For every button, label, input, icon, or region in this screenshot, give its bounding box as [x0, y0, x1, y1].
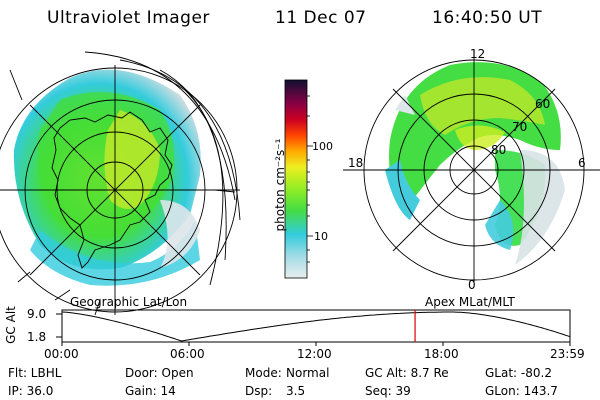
- gain-value: Gain: 14: [125, 384, 176, 398]
- instrument-title: Ultraviolet Imager: [47, 8, 210, 28]
- colorbar-unit-label: photon cm⁻²s⁻¹: [273, 138, 287, 232]
- colorbar-ticks: [307, 95, 313, 263]
- mode-label: Mode:: [245, 366, 282, 380]
- timeline-axis-label: GC Alt: [3, 306, 18, 344]
- mlt-label-6: 6: [578, 156, 586, 170]
- right-mag-grid: [343, 50, 600, 282]
- timeline-ticks: [56, 313, 571, 346]
- timeline-frame: [61, 309, 571, 343]
- mlt-label-18: 18: [348, 156, 364, 170]
- timeline-xtick-0000: 00:00: [44, 347, 79, 361]
- mlat-label-80: 80: [491, 143, 507, 157]
- seq-value: Seq: 39: [365, 384, 411, 398]
- timeline-xtick-2359: 23:59: [550, 347, 585, 361]
- colorbar-gradient: [284, 79, 308, 279]
- left-geo-grid: [0, 51, 241, 316]
- left-panel-caption: Geographic Lat/Lon: [70, 295, 188, 309]
- mlat-label-60: 60: [535, 97, 551, 111]
- glon-value: GLon: 143.7: [485, 384, 558, 398]
- colorbar-tick-100: 100: [312, 140, 333, 153]
- mode-value: Normal: [286, 366, 330, 380]
- glat-value: GLat: -80.2: [485, 366, 552, 380]
- timeline-xtick-0600: 06:00: [170, 347, 205, 361]
- timeline-xtick-1800: 18:00: [424, 347, 459, 361]
- door-value: Door: Open: [125, 366, 194, 380]
- mlt-label-12: 12: [470, 47, 486, 61]
- right-panel-caption: Apex MLat/MLT: [425, 295, 515, 309]
- timeline-ytick-1-8: 1.8: [27, 330, 47, 344]
- gc-alt-value: GC Alt: 8.7 Re: [365, 366, 449, 380]
- mlat-label-70: 70: [512, 120, 528, 134]
- date-label: 11 Dec 07: [275, 8, 367, 28]
- gc-altitude-curve: [62, 311, 570, 342]
- colorbar-tick-10: 10: [314, 230, 328, 243]
- left-aurora-image: [13, 69, 201, 286]
- filter-value: Flt: LBHL: [8, 366, 62, 380]
- time-label: 16:40:50 UT: [432, 8, 543, 28]
- right-aurora-image: [385, 62, 565, 265]
- dsp-label: Dsp:: [245, 384, 273, 398]
- mlt-label-0: 0: [468, 278, 476, 292]
- timeline-ytick-9: 9.0: [27, 307, 47, 321]
- ip-value: IP: 36.0: [8, 384, 54, 398]
- timeline-xtick-1200: 12:00: [297, 347, 332, 361]
- dsp-value: 3.5: [286, 384, 306, 398]
